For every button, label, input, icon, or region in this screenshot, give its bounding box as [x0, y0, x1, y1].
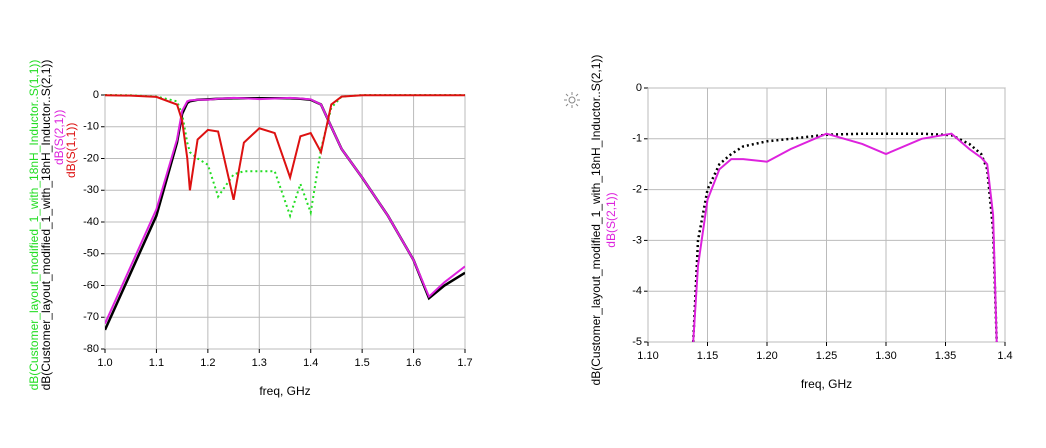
x-tick-label: 1.7: [457, 357, 472, 369]
y-tick-label: -1: [632, 133, 642, 145]
y-axis-series-label: dB(Customer_layout_modified_1_with_18nH_…: [39, 60, 53, 391]
x-tick-label: 1.3: [252, 357, 267, 369]
y-axis-series-label: dB(S(1,1)): [64, 123, 78, 178]
x-tick-label: 1.5: [354, 357, 369, 369]
series-line: [691, 132, 998, 343]
y-axis-series-label: dB(Customer_layout_modified_1_with_18nH_…: [27, 60, 41, 391]
y-tick-label: 0: [93, 89, 99, 101]
y-tick-label: -10: [83, 121, 99, 133]
y-tick-label: -30: [83, 184, 99, 196]
x-tick-label: 1.4: [303, 357, 318, 369]
x-tick-label: 1.30: [875, 350, 896, 362]
x-tick-label: 1.10: [637, 350, 658, 362]
y-tick-label: 0: [636, 82, 642, 94]
y-axis-series-label: dB(S(2,1)): [52, 110, 66, 165]
y-tick-label: -5: [632, 336, 642, 348]
x-tick-label: 1.1: [149, 357, 164, 369]
x-tick-label: 1.6: [406, 357, 421, 369]
x-tick-label: 1.0: [97, 357, 112, 369]
series-line: [105, 96, 465, 325]
x-tick-label: 1.2: [200, 357, 215, 369]
y-tick-label: -50: [83, 248, 99, 260]
y-tick-label: -2: [632, 184, 642, 196]
sun-icon: [564, 92, 580, 108]
x-tick-label: 1.20: [756, 350, 777, 362]
y-tick-label: -4: [632, 285, 642, 297]
y-tick-label: -80: [83, 343, 99, 355]
y-tick-label: -60: [83, 279, 99, 291]
y-tick-label: -3: [632, 234, 642, 246]
x-tick-label: 1.15: [697, 350, 718, 362]
y-axis-series-label: dB(S(2,1)): [604, 192, 618, 247]
y-tick-label: -40: [83, 216, 99, 228]
y-tick-label: -70: [83, 311, 99, 323]
x-tick-label: 1.35: [935, 350, 956, 362]
series-line: [105, 94, 465, 219]
x-tick-label: 1.25: [816, 350, 837, 362]
x-axis-label: freq, GHz: [259, 384, 310, 398]
y-tick-label: -20: [83, 152, 99, 164]
x-tick-label: 1.4: [997, 350, 1012, 362]
series-line: [105, 94, 465, 201]
series-line: [692, 132, 998, 343]
x-axis-label: freq, GHz: [801, 377, 852, 391]
y-axis-series-label: dB(Customer_layout_modified_1_with_18nH_…: [589, 55, 603, 386]
